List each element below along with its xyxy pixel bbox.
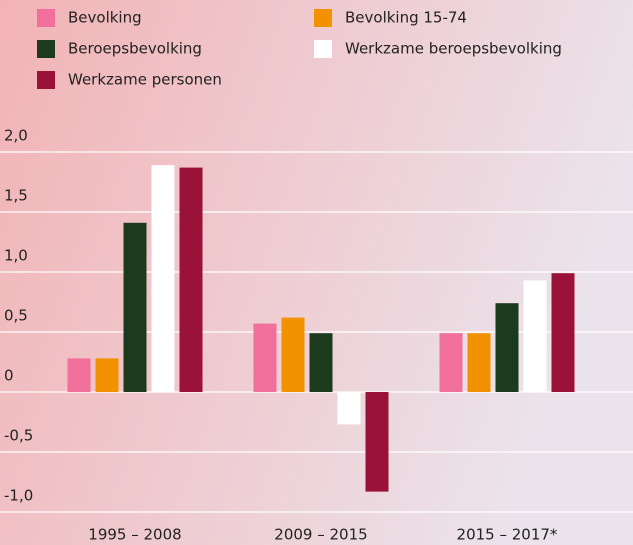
bar: [337, 392, 361, 425]
bar: [467, 333, 491, 392]
bar: [281, 317, 305, 392]
bar: [495, 303, 519, 392]
bar: [67, 358, 91, 392]
x-tick-label: 2015 – 2017*: [457, 526, 558, 544]
bar: [523, 280, 547, 392]
y-tick-label: 2,0: [4, 127, 28, 145]
legend-swatch: [37, 40, 55, 58]
bar: [439, 333, 463, 392]
bar: [151, 165, 175, 392]
legend-swatch: [314, 40, 332, 58]
bar: [551, 273, 575, 392]
bar: [179, 167, 203, 392]
y-tick-label: -0,5: [4, 427, 33, 445]
legend-label: Bevolking 15-74: [345, 9, 467, 27]
y-tick-label: 1,0: [4, 247, 28, 265]
legend-swatch: [314, 9, 332, 27]
legend-label: Werkzame personen: [68, 71, 222, 89]
legend-label: Werkzame beroepsbevolking: [345, 40, 562, 58]
bar: [309, 333, 333, 392]
legend-label: Beroepsbevolking: [68, 40, 202, 58]
legend-label: Bevolking: [68, 9, 142, 27]
bar: [253, 323, 277, 392]
bar: [365, 392, 389, 492]
legend-swatch: [37, 9, 55, 27]
bar: [123, 222, 147, 392]
bar: [95, 358, 119, 392]
y-tick-label: 1,5: [4, 187, 28, 205]
y-tick-label: 0,5: [4, 307, 28, 325]
y-tick-label: 0: [4, 367, 14, 385]
x-tick-label: 2009 – 2015: [274, 526, 367, 544]
x-tick-label: 1995 – 2008: [88, 526, 181, 544]
legend-swatch: [37, 71, 55, 89]
y-tick-label: -1,0: [4, 487, 33, 505]
